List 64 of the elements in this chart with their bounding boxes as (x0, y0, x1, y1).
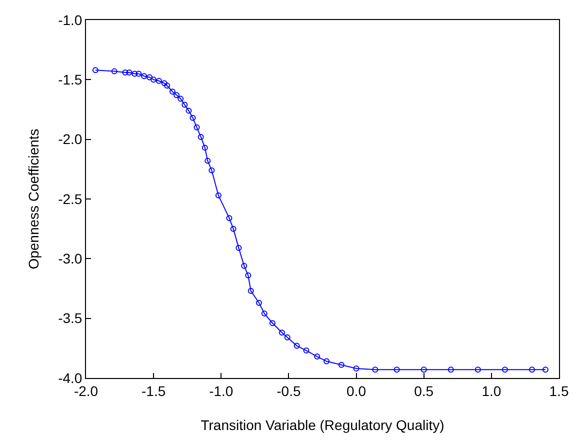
point (245, 272, 252, 278)
point (178, 96, 184, 102)
point (204, 158, 211, 164)
point (92, 67, 98, 74)
x-tick-label: 0.5 (414, 382, 434, 399)
point (164, 82, 170, 89)
point (278, 330, 285, 336)
point (270, 320, 276, 326)
point (314, 354, 320, 360)
point (161, 80, 168, 86)
y-axis-title: Openness Coefficients (26, 128, 42, 270)
point (528, 366, 535, 373)
point (126, 70, 132, 76)
x-tick-label: -1.0 (209, 382, 234, 399)
point (420, 366, 427, 373)
y-tick-label: -1.5 (58, 72, 82, 88)
y-tick-label: -2.0 (58, 131, 82, 148)
point (136, 70, 142, 77)
x-tick-label: -1.5 (142, 382, 166, 399)
x-tick-label: 1.5 (549, 382, 569, 399)
point (215, 192, 222, 198)
point (372, 366, 378, 373)
point (150, 76, 157, 83)
point (542, 366, 548, 373)
point (190, 114, 196, 121)
point (261, 310, 268, 317)
point (236, 244, 242, 251)
point (208, 167, 215, 174)
point (394, 366, 400, 373)
x-tick-label: 1.0 (482, 382, 502, 399)
point (122, 70, 128, 76)
y-tick-label: -3.5 (58, 310, 82, 326)
x-tick-label: 0.0 (346, 382, 366, 399)
point (156, 78, 162, 84)
point (111, 68, 118, 74)
point (324, 358, 330, 364)
point (353, 365, 360, 372)
point (169, 88, 176, 95)
point (194, 124, 200, 130)
point (502, 366, 508, 373)
point (303, 348, 310, 354)
point (186, 108, 192, 114)
x-axis-title: Transition Variable (Regulatory Quality) (200, 417, 444, 434)
x-tick-label: -0.5 (276, 382, 301, 399)
y-tick-label: -1.0 (58, 12, 82, 28)
y-tick-label: -2.5 (58, 190, 82, 207)
point (132, 70, 138, 77)
point (182, 102, 188, 108)
point (338, 362, 344, 368)
y-tick-label: -3.0 (58, 250, 82, 267)
point (141, 73, 148, 80)
point (241, 262, 248, 269)
point (256, 300, 262, 306)
point (248, 288, 254, 294)
point (284, 334, 290, 340)
point (230, 226, 236, 232)
point (226, 215, 232, 222)
point (474, 366, 481, 373)
point (448, 366, 454, 373)
point (202, 144, 208, 151)
point (174, 92, 180, 98)
point (146, 74, 153, 80)
point (294, 342, 300, 349)
point (198, 134, 204, 140)
